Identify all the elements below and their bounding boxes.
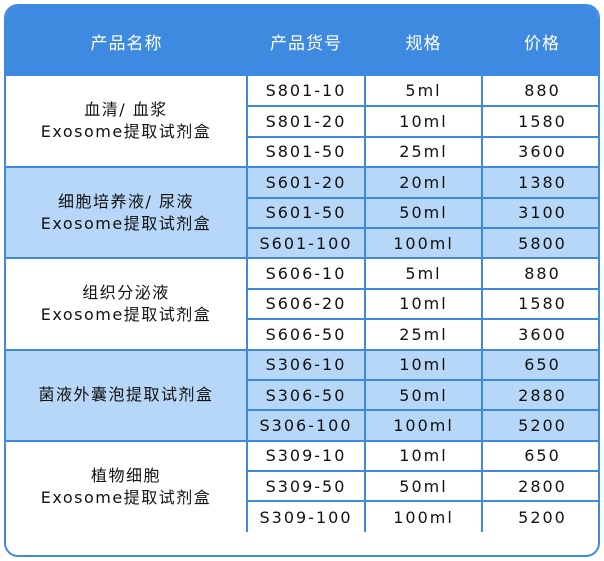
price-cell: 2880 [481, 378, 598, 411]
product-code-cell: S601-50 [246, 196, 365, 228]
header-price: 价格 [482, 6, 598, 76]
spec-cell: 5ml [364, 257, 482, 289]
spec-cell: 20ml [364, 166, 482, 198]
price-cell: 650 [481, 439, 598, 472]
spec-cell: 50ml [364, 196, 482, 228]
table-row: 菌液外囊泡提取试剂盒 S306-10 10ml 650 [6, 348, 598, 441]
product-code-cell: S601-20 [246, 166, 365, 198]
price-cell: 1380 [481, 166, 598, 198]
table-row: 血清/ 血浆 Exosome提取试剂盒 S801-10 5ml 880 [6, 76, 598, 168]
product-name-line1: 菌液外囊泡提取试剂盒 [38, 385, 214, 405]
price-cell: 5800 [481, 226, 598, 259]
product-code-cell: S606-20 [246, 287, 365, 320]
price-cell: 5200 [481, 500, 598, 532]
spec-cell: 5ml [364, 76, 482, 107]
spec-cell: 100ml [364, 409, 482, 441]
table-row: S306-100 100ml 5200 [6, 409, 598, 441]
header-spec: 规格 [365, 6, 482, 76]
table-row: S606-20 10ml 1580 [6, 287, 598, 320]
product-name-line2: Exosome提取试剂盒 [40, 487, 212, 507]
spec-cell: 100ml [364, 500, 482, 532]
table-row: S309-50 50ml 2800 [6, 470, 598, 502]
product-code-cell: S309-100 [246, 500, 365, 532]
price-cell: 3600 [481, 135, 598, 168]
price-cell: 1580 [481, 105, 598, 137]
product-name-cell: 组织分泌液 Exosome提取试剂盒 [6, 257, 247, 350]
price-cell: 1580 [481, 287, 598, 320]
price-table-container: 产品名称 产品货号 规格 价格 血清/ 血浆 Exosome提取试剂盒 S801-1… [4, 4, 600, 557]
spec-cell: 50ml [364, 470, 482, 502]
product-name-line1: 组织分泌液 [82, 282, 170, 302]
spec-cell: 25ml [364, 135, 482, 168]
spec-cell: 25ml [364, 318, 482, 350]
product-name-cell: 菌液外囊泡提取试剂盒 [6, 348, 247, 441]
product-name-line1: 血清/ 血浆 [84, 100, 168, 120]
product-code-cell: S601-100 [246, 226, 365, 259]
product-code-cell: S801-50 [246, 135, 365, 168]
price-cell: 650 [481, 348, 598, 380]
product-code-cell: S306-10 [246, 348, 365, 380]
product-name-line2: Exosome提取试剂盒 [40, 122, 212, 142]
table-row: S601-50 50ml 3100 [6, 196, 598, 228]
table-row: 植物细胞 Exosome提取试剂盒 S309-10 10ml 650 [6, 439, 598, 532]
product-name-line1: 植物细胞 [90, 465, 161, 485]
price-cell: 880 [481, 257, 598, 289]
product-code-cell: S801-20 [246, 105, 365, 137]
spec-cell: 50ml [364, 378, 482, 411]
table-row: S306-50 50ml 2880 [6, 378, 598, 411]
price-cell: 3600 [481, 318, 598, 350]
header-product-code: 产品货号 [247, 6, 365, 76]
price-cell: 5200 [481, 409, 598, 441]
product-name-line2: Exosome提取试剂盒 [40, 304, 212, 324]
table-row: S309-100 100ml 5200 [6, 500, 598, 532]
product-name-cell: 细胞培养液/ 尿液 Exosome提取试剂盒 [6, 166, 247, 259]
header-product-name: 产品名称 [6, 6, 247, 76]
header-row: 产品名称 产品货号 规格 价格 [6, 6, 598, 76]
product-code-cell: S309-10 [246, 439, 365, 472]
product-code-cell: S606-50 [246, 318, 365, 350]
product-name-cell: 植物细胞 Exosome提取试剂盒 [6, 439, 247, 532]
spec-cell: 10ml [364, 439, 482, 472]
table-row: S801-20 10ml 1580 [6, 105, 598, 137]
table-row: S606-50 25ml 3600 [6, 318, 598, 350]
table-row: S601-100 100ml 5800 [6, 226, 598, 259]
product-code-cell: S606-10 [246, 257, 365, 289]
price-cell: 880 [481, 76, 598, 107]
product-name-cell: 血清/ 血浆 Exosome提取试剂盒 [6, 76, 247, 168]
price-cell: 2800 [481, 470, 598, 502]
product-code-cell: S801-10 [246, 76, 365, 107]
table-body: 血清/ 血浆 Exosome提取试剂盒 S801-10 5ml 880 S801-20 10… [6, 76, 598, 532]
spec-cell: 100ml [364, 226, 482, 259]
product-name-line1: 细胞培养液/ 尿液 [58, 191, 194, 211]
product-code-cell: S306-50 [246, 378, 365, 411]
spec-cell: 10ml [364, 105, 482, 137]
spec-cell: 10ml [364, 287, 482, 320]
product-code-cell: S306-100 [246, 409, 365, 441]
table-row: 细胞培养液/ 尿液 Exosome提取试剂盒 S601-20 20ml 1380 [6, 166, 598, 259]
spec-cell: 10ml [364, 348, 482, 380]
table-row: S801-50 25ml 3600 [6, 135, 598, 168]
product-code-cell: S309-50 [246, 470, 365, 502]
price-cell: 3100 [481, 196, 598, 228]
product-name-line2: Exosome提取试剂盒 [40, 213, 212, 233]
table-row: 组织分泌液 Exosome提取试剂盒 S606-10 5ml 880 [6, 257, 598, 350]
price-table: 产品名称 产品货号 规格 价格 血清/ 血浆 Exosome提取试剂盒 S801-1… [6, 6, 598, 532]
